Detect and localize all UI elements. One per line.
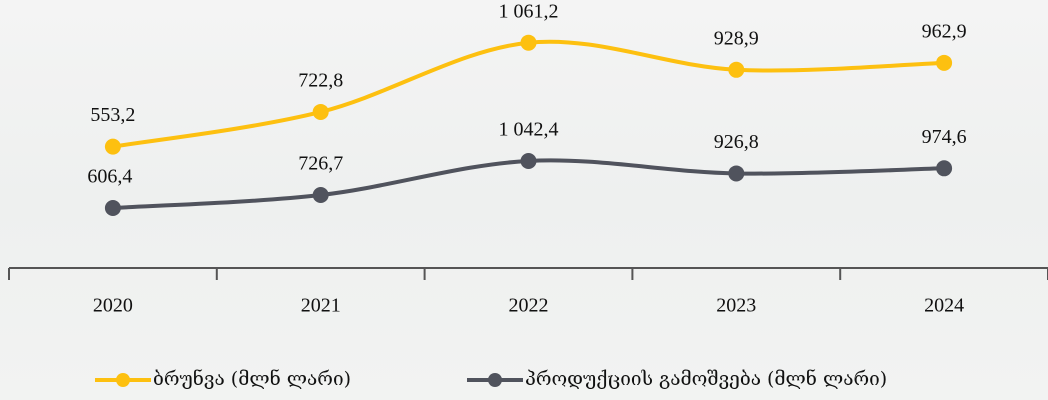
data-label: 553,2 [90,104,135,126]
legend-marker [116,373,130,387]
data-point [520,152,537,169]
data-label: 974,6 [922,126,967,148]
data-label: 722,8 [298,70,343,92]
data-label: 962,9 [922,20,967,42]
data-label: 726,7 [298,153,343,175]
x-tick-label: 2021 [301,295,341,317]
x-tick-label: 2023 [716,295,756,317]
data-point [312,187,329,204]
data-label: 1 061,2 [499,0,559,22]
x-tick-label: 2020 [93,295,133,317]
data-point [936,54,953,71]
data-label: 926,8 [714,131,759,153]
data-point [312,103,329,120]
data-label: 928,9 [714,27,759,49]
x-tick-label: 2022 [509,295,549,317]
data-point [520,34,537,51]
data-point [728,61,745,78]
data-label: 1 042,4 [499,119,559,141]
legend-label: ბრუნვა (მლნ ლარი) [153,368,351,390]
data-point [104,199,121,216]
data-point [936,160,953,177]
legend-marker [488,373,502,387]
data-label: 606,4 [87,166,132,188]
legend-label: პროდუქციის გამოშვება (მლნ ლარი) [525,368,887,390]
data-point [104,138,121,155]
data-point [728,165,745,182]
x-tick-label: 2024 [924,295,964,317]
